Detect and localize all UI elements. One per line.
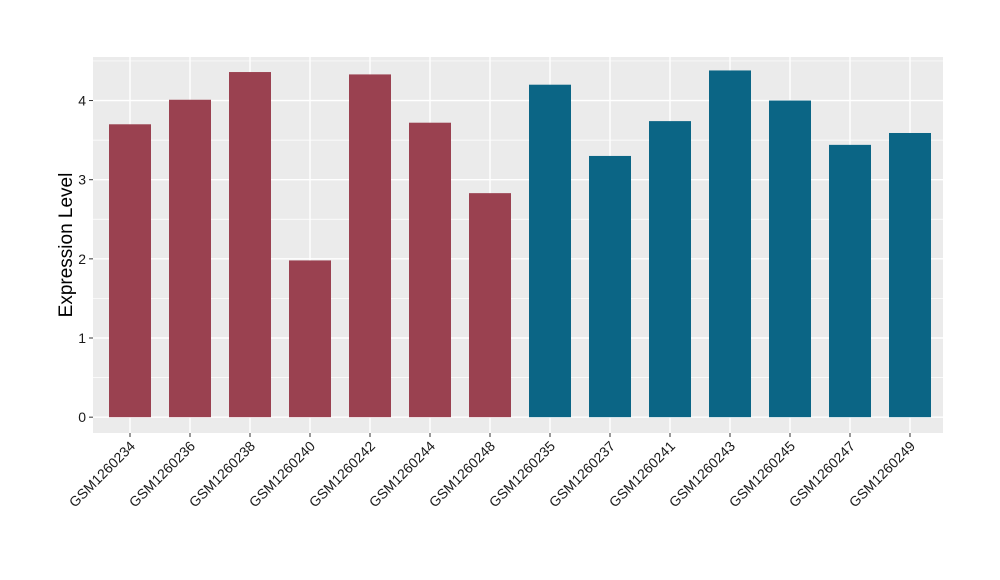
- bar-GSM1260241: [649, 121, 691, 418]
- bar-GSM1260235: [529, 84, 571, 418]
- y-axis: 0 1 2 3 4: [78, 93, 93, 425]
- x-axis: GSM1260234GSM1260236GSM1260238GSM1260240…: [66, 433, 918, 510]
- plot-panel: [93, 57, 943, 433]
- y-tick-label: 0: [78, 409, 86, 425]
- bar-GSM1260242: [349, 74, 391, 418]
- bar-GSM1260244: [409, 122, 451, 418]
- bar-GSM1260237: [589, 155, 631, 418]
- bar-GSM1260234: [109, 124, 151, 418]
- y-axis-title: Expression Level: [56, 173, 77, 318]
- y-tick-label: 4: [78, 93, 86, 109]
- bar-GSM1260243: [709, 70, 751, 418]
- bars: [109, 70, 931, 418]
- bar-GSM1260247: [829, 144, 871, 418]
- y-tick-label: 3: [78, 172, 86, 188]
- bar-GSM1260238: [229, 72, 271, 418]
- bar-GSM1260245: [769, 100, 811, 418]
- bar-GSM1260249: [889, 132, 931, 418]
- bar-GSM1260248: [469, 193, 511, 418]
- bar-GSM1260240: [289, 260, 331, 418]
- y-tick-label: 2: [78, 251, 86, 267]
- y-tick-label: 1: [78, 330, 86, 346]
- bar-GSM1260236: [169, 99, 211, 418]
